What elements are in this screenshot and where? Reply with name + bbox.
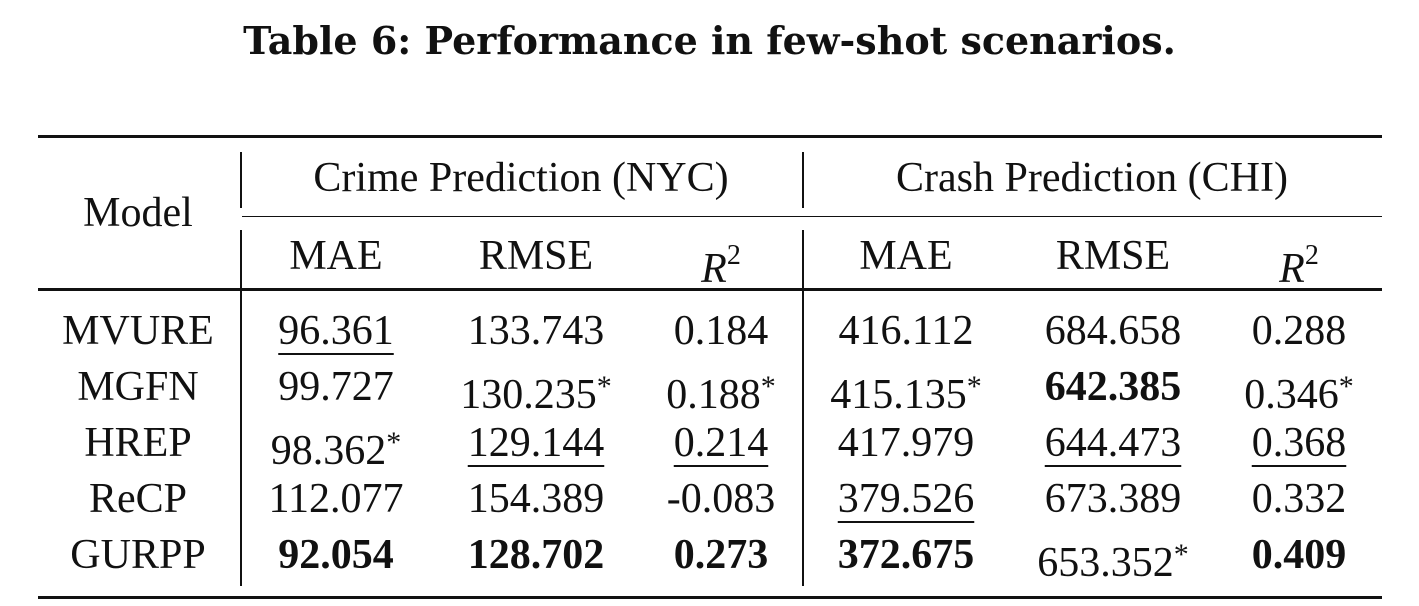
cell-value: 673.389: [1044, 476, 1182, 522]
table-cell: 644.473: [1045, 419, 1182, 467]
cell-value: 642.385: [1044, 364, 1182, 410]
table-cell: 642.385: [1045, 363, 1182, 411]
cell-value: 379.526: [837, 476, 975, 522]
vertical-divider: [240, 230, 242, 288]
table-cell: 129.144: [468, 419, 605, 467]
cell-value: 99.727: [278, 364, 394, 410]
table-cell: 416.112: [839, 307, 974, 355]
table-cell: 0.332: [1252, 475, 1347, 523]
table-cell: 99.727: [278, 363, 394, 411]
table-group-rule: [242, 216, 1382, 217]
cell-value: 644.473: [1044, 420, 1182, 466]
cell-value: 0.288: [1251, 308, 1347, 354]
table-cell: 128.702: [468, 531, 605, 579]
metric-header: R2: [701, 232, 741, 293]
metric-label: MAE: [289, 233, 383, 279]
cell-value: 96.361: [278, 308, 394, 354]
metric-superscript: 2: [1304, 240, 1319, 271]
table-cell: 133.743: [468, 307, 605, 355]
cell-value: 0.273: [673, 532, 769, 578]
metric-label: RMSE: [1055, 233, 1171, 279]
table-cell: 0.288: [1252, 307, 1347, 355]
vertical-divider: [802, 152, 804, 208]
cell-value: 129.144: [467, 420, 605, 466]
cell-value: 154.389: [467, 476, 605, 522]
metric-header: MAE: [859, 232, 952, 280]
cell-value: 684.658: [1044, 308, 1182, 354]
cell-value: 128.702: [467, 532, 605, 578]
cell-value: 417.979: [837, 420, 975, 466]
table-cell: 112.077: [269, 475, 404, 523]
metric-header: RMSE: [1056, 232, 1170, 280]
significance-marker: *: [596, 370, 612, 403]
model-name: GURPP: [70, 532, 206, 578]
cell-value: 415.135: [830, 372, 967, 418]
table-cell: 379.526: [838, 475, 975, 523]
cell-value: 0.184: [673, 308, 769, 354]
significance-marker: *: [1173, 538, 1189, 571]
cell-value: 0.368: [1251, 420, 1347, 466]
table-cell: 0.409: [1252, 531, 1347, 579]
cell-value: 92.054: [278, 532, 394, 578]
table-cell: 0.346*: [1244, 363, 1354, 419]
metric-label: R: [1279, 246, 1305, 292]
table-caption: Table 6: Performance in few-shot scenari…: [243, 18, 1176, 63]
table-cell: 0.188*: [666, 363, 776, 419]
table-cell: -0.083: [667, 475, 776, 523]
vertical-divider: [802, 291, 804, 586]
significance-marker: *: [1338, 370, 1354, 403]
cell-value: 0.346: [1244, 372, 1339, 418]
table-cell: 0.368: [1252, 419, 1347, 467]
table-cell: 98.362*: [271, 419, 402, 475]
cell-value: 130.235: [460, 372, 597, 418]
vertical-divider: [240, 291, 242, 586]
cell-value: 0.214: [673, 420, 769, 466]
table-cell: 92.054: [278, 531, 394, 579]
cell-value: 98.362: [270, 428, 387, 474]
group-header: Crash Prediction (CHI): [896, 155, 1288, 201]
metric-label: RMSE: [478, 233, 594, 279]
table-cell: 130.235*: [460, 363, 612, 419]
table-cell: 417.979: [838, 419, 975, 467]
model-name: HREP: [84, 420, 192, 466]
cell-value: 0.332: [1251, 476, 1347, 522]
significance-marker: *: [760, 370, 776, 403]
table-cell: 372.675: [838, 531, 975, 579]
table-cell: 0.214: [674, 419, 769, 467]
metric-header: R2: [1279, 232, 1319, 293]
metric-label: R: [701, 246, 727, 292]
model-name: MGFN: [77, 364, 199, 410]
table-cell: 96.361: [278, 307, 394, 355]
model-column-header: Model: [83, 190, 193, 236]
cell-value: 653.352: [1037, 540, 1174, 586]
table-cell: 653.352*: [1037, 531, 1189, 587]
cell-value: -0.083: [666, 476, 776, 522]
vertical-divider: [240, 152, 242, 208]
model-name: MVURE: [62, 308, 214, 354]
group-header: Crime Prediction (NYC): [313, 155, 729, 201]
table-bottom-rule: [38, 596, 1382, 599]
cell-value: 372.675: [837, 532, 975, 578]
table-cell: 684.658: [1045, 307, 1182, 355]
significance-marker: *: [966, 370, 982, 403]
table-top-rule: [38, 135, 1382, 138]
table-cell: 154.389: [468, 475, 605, 523]
table-cell: 0.273: [674, 531, 769, 579]
model-name: ReCP: [88, 476, 188, 522]
cell-value: 112.077: [268, 476, 404, 522]
table-header-rule: [38, 288, 1382, 291]
table-cell: 673.389: [1045, 475, 1182, 523]
metric-header: RMSE: [479, 232, 593, 280]
metric-superscript: 2: [726, 240, 741, 271]
vertical-divider: [802, 230, 804, 288]
cell-value: 416.112: [838, 308, 974, 354]
table-cell: 415.135*: [830, 363, 982, 419]
significance-marker: *: [386, 426, 402, 459]
metric-label: MAE: [859, 233, 953, 279]
metric-header: MAE: [289, 232, 382, 280]
table-cell: 0.184: [674, 307, 769, 355]
cell-value: 133.743: [467, 308, 605, 354]
cell-value: 0.188: [666, 372, 761, 418]
cell-value: 0.409: [1251, 532, 1347, 578]
